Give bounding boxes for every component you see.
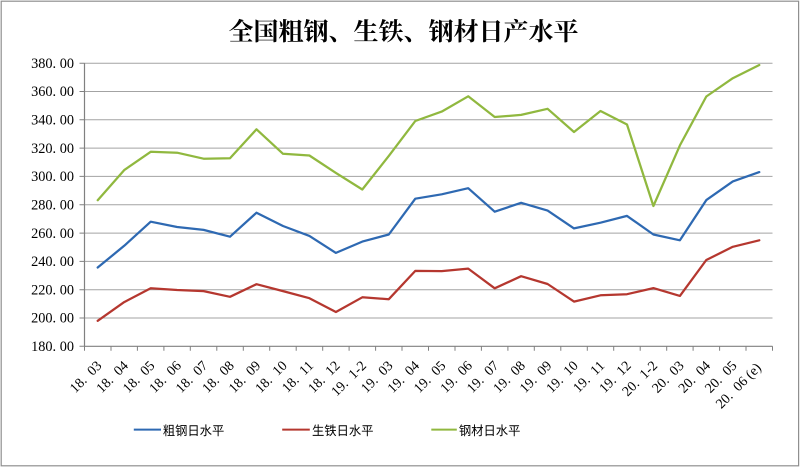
svg-text:360. 00: 360. 00 bbox=[31, 84, 74, 100]
svg-text:260. 00: 260. 00 bbox=[31, 226, 74, 242]
svg-text:240. 00: 240. 00 bbox=[31, 254, 74, 270]
svg-text:180. 00: 180. 00 bbox=[31, 339, 74, 355]
svg-text:280. 00: 280. 00 bbox=[31, 197, 74, 213]
svg-text:320. 00: 320. 00 bbox=[31, 141, 74, 157]
svg-text:340. 00: 340. 00 bbox=[31, 113, 74, 129]
svg-text:380. 00: 380. 00 bbox=[31, 56, 74, 72]
svg-text:300. 00: 300. 00 bbox=[31, 169, 74, 185]
svg-text:220. 00: 220. 00 bbox=[31, 282, 74, 298]
svg-text:200. 00: 200. 00 bbox=[31, 311, 74, 327]
